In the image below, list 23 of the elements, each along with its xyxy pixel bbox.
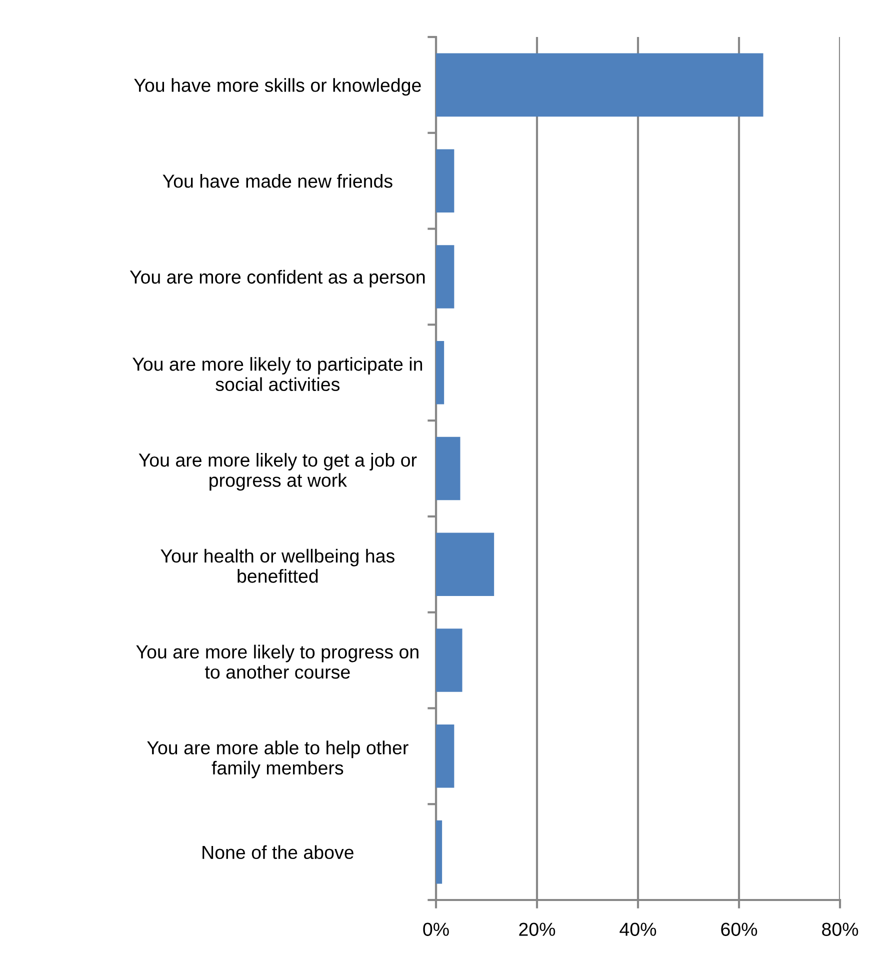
bar	[436, 628, 462, 692]
x-tick-label: 20%	[519, 922, 556, 936]
bar	[436, 820, 442, 884]
bar	[436, 149, 454, 212]
bar	[436, 245, 454, 308]
bar	[436, 532, 494, 596]
y-tick-label: Your health or wellbeing has benefitted	[160, 548, 394, 583]
y-tick-label: You have made new friends	[162, 174, 392, 188]
bar	[436, 436, 460, 500]
y-tick-label: You are more able to help other family members	[147, 740, 408, 778]
y-tick-label: You are more likely to participate in social activities	[132, 357, 422, 392]
x-tick-label: 60%	[721, 922, 758, 936]
x-tick-label: 40%	[620, 922, 656, 936]
y-tick-label: You are more likely to get a job or progress at work	[138, 452, 417, 491]
bar	[436, 340, 444, 404]
y-tick-label: You are more confident as a person	[130, 270, 425, 288]
bar	[436, 724, 454, 788]
x-tick-label: 0%	[423, 922, 449, 936]
y-tick-label: You have more skills or knowledge	[134, 78, 421, 96]
y-tick-label: None of the above	[202, 845, 354, 860]
x-tick-label: 80%	[822, 922, 858, 936]
bar	[436, 53, 764, 117]
y-tick-label: You are more likely to progress on to another course	[136, 644, 418, 679]
